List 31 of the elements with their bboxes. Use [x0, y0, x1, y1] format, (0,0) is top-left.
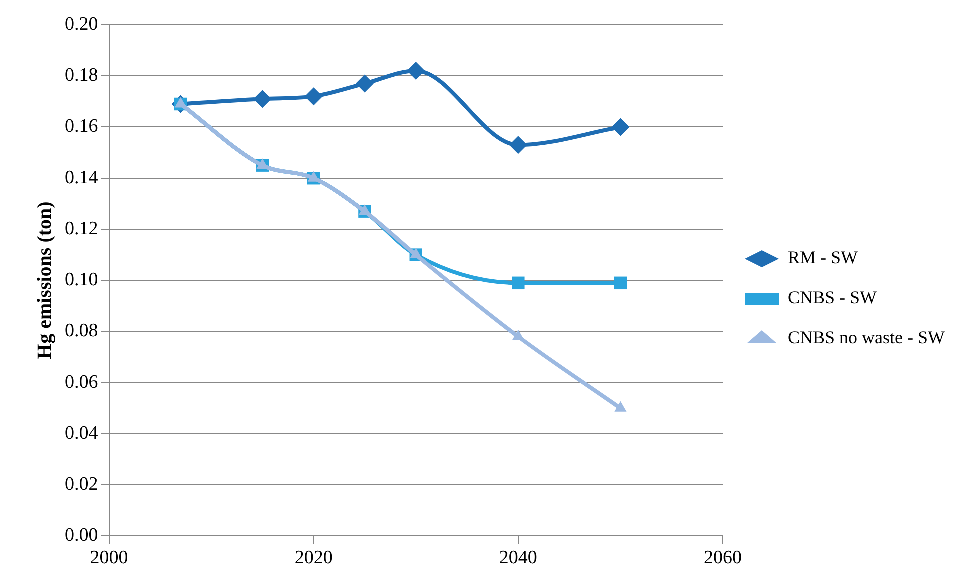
y-tick-label: 0.16 — [65, 116, 98, 138]
point — [407, 62, 426, 80]
point — [512, 276, 525, 290]
legend-label: CNBS - SW — [788, 288, 878, 308]
y-tick-label: 0.12 — [65, 218, 98, 240]
y-tick-label: 0.02 — [65, 474, 98, 496]
y-tick-label: 0.08 — [65, 320, 98, 342]
legend-label: RM - SW — [788, 248, 858, 268]
y-tick-label: 0.14 — [65, 167, 99, 188]
point — [410, 248, 422, 259]
y-axis-title: Hg emissions (ton) — [34, 202, 56, 360]
point — [612, 118, 630, 136]
x-tick-label: 2020 — [294, 548, 333, 569]
point — [254, 90, 272, 108]
y-tick-label: 0.04 — [65, 422, 99, 444]
point — [614, 401, 627, 412]
x-tick-label: 2000 — [90, 548, 128, 569]
x-tick-label: 2040 — [499, 548, 538, 569]
point — [358, 204, 372, 216]
point — [304, 88, 323, 106]
y-tick-label: 0.00 — [65, 525, 98, 546]
point — [509, 136, 528, 154]
point — [614, 276, 628, 290]
y-tick-label: 0.18 — [65, 65, 98, 86]
x-tick-label: 2060 — [704, 548, 742, 569]
point — [512, 330, 524, 340]
point — [356, 74, 374, 93]
y-tick-label: 0.20 — [65, 14, 98, 35]
y-tick-label: 0.06 — [65, 372, 98, 393]
y-tick-label: 0.10 — [65, 270, 98, 291]
legend-label: CNBS no waste - SW — [788, 328, 946, 348]
